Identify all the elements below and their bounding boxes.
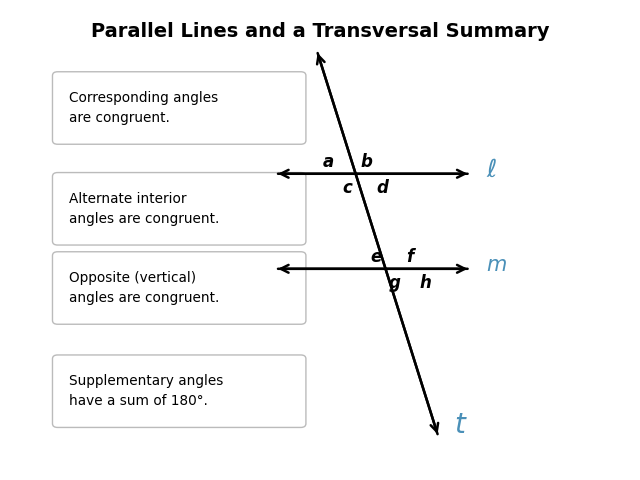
Text: $t$: $t$: [454, 411, 468, 439]
Text: Parallel Lines and a Transversal Summary: Parallel Lines and a Transversal Summary: [91, 22, 549, 41]
Text: Supplementary angles
have a sum of 180°.: Supplementary angles have a sum of 180°.: [69, 374, 223, 408]
Text: $\ell$: $\ell$: [486, 157, 497, 181]
Text: g: g: [389, 274, 401, 292]
Text: d: d: [376, 179, 388, 197]
Text: Corresponding angles
are congruent.: Corresponding angles are congruent.: [69, 91, 218, 125]
Text: e: e: [370, 248, 381, 266]
Text: c: c: [342, 179, 353, 197]
Text: $m$: $m$: [486, 255, 506, 276]
Text: Opposite (vertical)
angles are congruent.: Opposite (vertical) angles are congruent…: [69, 271, 220, 305]
Text: a: a: [323, 153, 334, 171]
Text: b: b: [361, 153, 372, 171]
FancyBboxPatch shape: [52, 173, 306, 245]
FancyBboxPatch shape: [52, 355, 306, 428]
Text: h: h: [420, 274, 431, 292]
Text: f: f: [406, 248, 414, 266]
FancyBboxPatch shape: [52, 252, 306, 324]
Text: Alternate interior
angles are congruent.: Alternate interior angles are congruent.: [69, 192, 220, 226]
FancyBboxPatch shape: [52, 72, 306, 144]
